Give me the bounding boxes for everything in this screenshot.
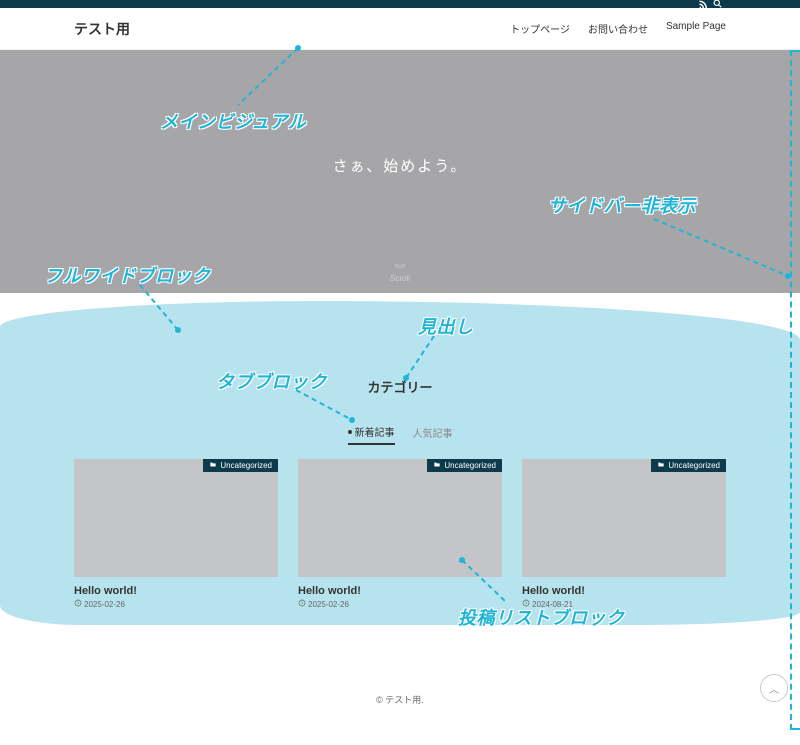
clock-icon xyxy=(298,599,306,609)
fullwide-block: カテゴリー 新着記事 人気記事 Uncategorized xyxy=(0,293,800,669)
post-thumbnail: Uncategorized xyxy=(298,459,502,577)
tab-popular-posts[interactable]: 人気記事 xyxy=(413,424,453,445)
search-icon[interactable] xyxy=(713,0,722,10)
scroll-indicator[interactable]: ︾ Scroll xyxy=(390,267,410,283)
category-label: Uncategorized xyxy=(668,461,720,470)
annotation-tab-block: タブブロック xyxy=(216,368,327,394)
sidebar-hidden-marker xyxy=(790,50,800,730)
tab-new-posts[interactable]: 新着記事 xyxy=(348,424,395,445)
section-heading: カテゴリー xyxy=(74,377,726,396)
post-title: Hello world! xyxy=(522,585,726,597)
folder-icon xyxy=(657,461,665,470)
folder-icon xyxy=(209,461,217,470)
nav-top[interactable]: トップページ xyxy=(510,21,570,36)
category-badge[interactable]: Uncategorized xyxy=(427,459,502,472)
main-nav: トップページ お問い合わせ Sample Page xyxy=(510,21,726,36)
site-footer: © テスト用. xyxy=(0,669,800,720)
post-title: Hello world! xyxy=(74,585,278,597)
chevron-down-icon: ︾ xyxy=(390,267,410,274)
tab-label: 人気記事 xyxy=(413,425,453,440)
post-card[interactable]: Uncategorized Hello world! 2024-08-21 xyxy=(522,459,726,609)
chevron-up-icon: ︿ xyxy=(769,681,779,696)
scroll-label: Scroll xyxy=(390,274,410,283)
post-card[interactable]: Uncategorized Hello world! 2025-02-26 xyxy=(74,459,278,609)
category-badge[interactable]: Uncategorized xyxy=(203,459,278,472)
hero-tagline: さぁ、始めよう。 xyxy=(333,155,468,176)
tab-block: 新着記事 人気記事 xyxy=(74,424,726,445)
post-title: Hello world! xyxy=(298,585,502,597)
annotation-sidebar-hidden: サイドバー非表示 xyxy=(548,192,696,218)
folder-icon xyxy=(433,461,441,470)
category-badge[interactable]: Uncategorized xyxy=(651,459,726,472)
hero-main-visual: さぁ、始めよう。 ︾ Scroll xyxy=(0,50,800,293)
category-label: Uncategorized xyxy=(220,461,272,470)
annotation-main-visual: メインビジュアル xyxy=(160,108,306,134)
post-thumbnail: Uncategorized xyxy=(522,459,726,577)
post-thumbnail: Uncategorized xyxy=(74,459,278,577)
bullet-icon xyxy=(348,430,352,434)
nav-sample[interactable]: Sample Page xyxy=(666,21,726,36)
site-header: テスト用 トップページ お問い合わせ Sample Page xyxy=(0,8,800,50)
rss-icon[interactable] xyxy=(698,0,707,10)
tab-label: 新着記事 xyxy=(355,424,395,439)
site-title[interactable]: テスト用 xyxy=(74,19,130,39)
scroll-to-top-button[interactable]: ︿ xyxy=(760,674,788,702)
annotation-fullwide: フルワイドブロック xyxy=(44,262,211,288)
clock-icon xyxy=(74,599,82,609)
annotation-post-list: 投稿リストブロック xyxy=(458,604,625,630)
category-label: Uncategorized xyxy=(444,461,496,470)
post-date: 2025-02-26 xyxy=(74,599,278,609)
copyright: © テスト用. xyxy=(376,695,424,705)
post-list-block: Uncategorized Hello world! 2025-02-26 xyxy=(74,459,726,609)
post-card[interactable]: Uncategorized Hello world! 2025-02-26 xyxy=(298,459,502,609)
nav-contact[interactable]: お問い合わせ xyxy=(588,21,648,36)
annotation-heading: 見出し xyxy=(418,313,474,339)
top-util-strip xyxy=(0,0,800,8)
